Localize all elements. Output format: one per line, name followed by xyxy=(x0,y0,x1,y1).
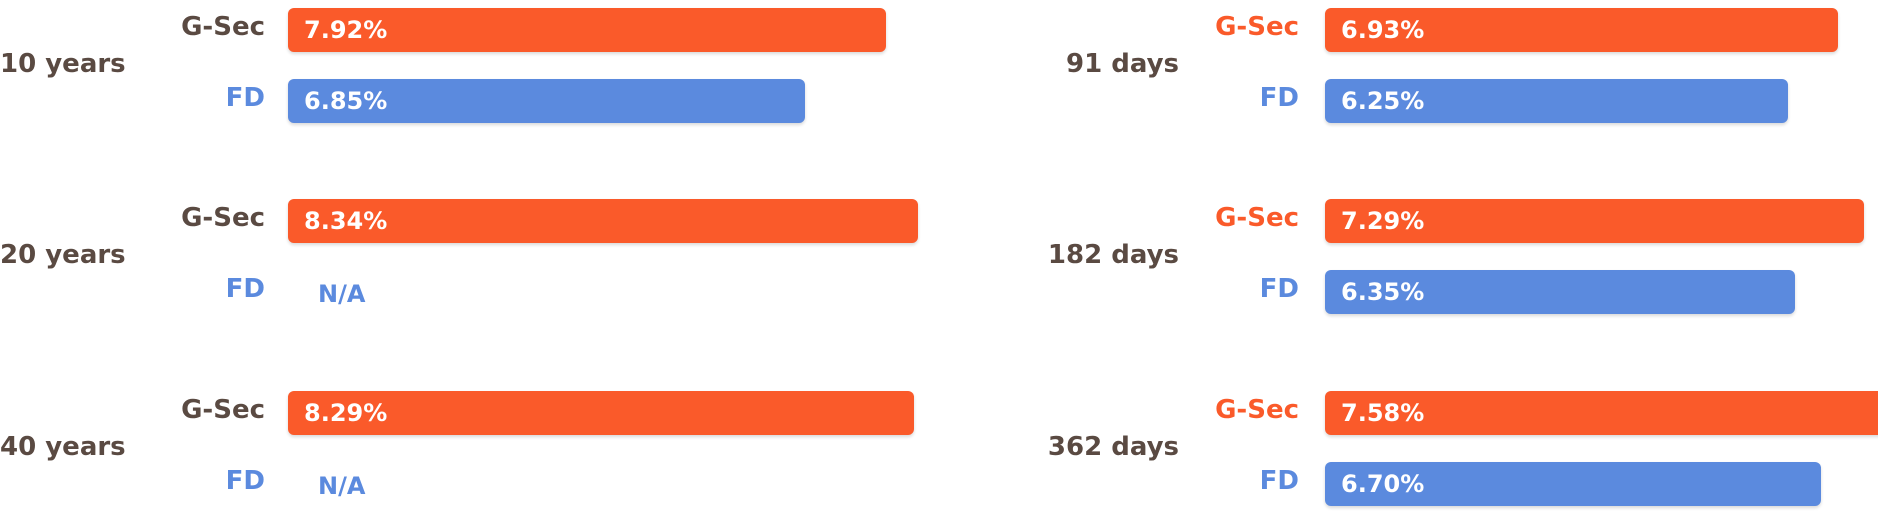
gsec-value-label: 7.58% xyxy=(1341,399,1425,427)
gsec-series-label: G-Sec xyxy=(181,395,265,425)
fd-series-label: FD xyxy=(225,466,265,496)
fd-value-label: 6.25% xyxy=(1341,87,1425,115)
period-label: 40 years xyxy=(0,432,126,462)
fd-series-label: FD xyxy=(1259,83,1299,113)
period-label: 362 days xyxy=(1047,432,1179,462)
gsec-series-label: G-Sec xyxy=(1215,395,1299,425)
gsec-series-label: G-Sec xyxy=(1215,12,1299,42)
fd-bar xyxy=(1325,79,1788,123)
fd-series-label: FD xyxy=(1259,466,1299,496)
gsec-value-label: 8.29% xyxy=(304,399,388,427)
fd-bar xyxy=(288,79,805,123)
short-term-rates-chart: 91 days G-Sec 6.93% FD 6.25% 182 days G-Sec 7.2… xyxy=(939,0,1878,517)
fd-series-label: FD xyxy=(1259,274,1299,304)
gsec-series-label: G-Sec xyxy=(181,12,265,42)
gsec-bar xyxy=(288,391,914,435)
fd-value-label: 6.35% xyxy=(1341,278,1425,306)
period-label: 91 days xyxy=(1065,49,1179,79)
fd-series-label: FD xyxy=(225,83,265,113)
fd-not-available-label: N/A xyxy=(318,472,366,500)
gsec-bar xyxy=(288,199,918,243)
fd-value-label: 6.70% xyxy=(1341,470,1425,498)
period-label: 182 days xyxy=(1047,240,1179,270)
period-label: 10 years xyxy=(0,49,126,79)
fd-bar xyxy=(1325,270,1795,314)
period-label: 20 years xyxy=(0,240,126,270)
gsec-bar xyxy=(1325,391,1878,435)
gsec-bar xyxy=(1325,8,1838,52)
gsec-series-label: G-Sec xyxy=(181,203,265,233)
fd-series-label: FD xyxy=(225,274,265,304)
gsec-bar xyxy=(288,8,886,52)
gsec-series-label: G-Sec xyxy=(1215,203,1299,233)
gsec-bar xyxy=(1325,199,1864,243)
fd-bar xyxy=(1325,462,1821,506)
gsec-value-label: 7.92% xyxy=(304,16,388,44)
long-term-rates-chart: 10 years G-Sec 7.92% FD 6.85% 20 years G-Sec 8.… xyxy=(0,8,918,500)
fd-not-available-label: N/A xyxy=(318,280,366,308)
gsec-value-label: 6.93% xyxy=(1341,16,1425,44)
gsec-value-label: 7.29% xyxy=(1341,207,1425,235)
fd-value-label: 6.85% xyxy=(304,87,388,115)
gsec-value-label: 8.34% xyxy=(304,207,388,235)
